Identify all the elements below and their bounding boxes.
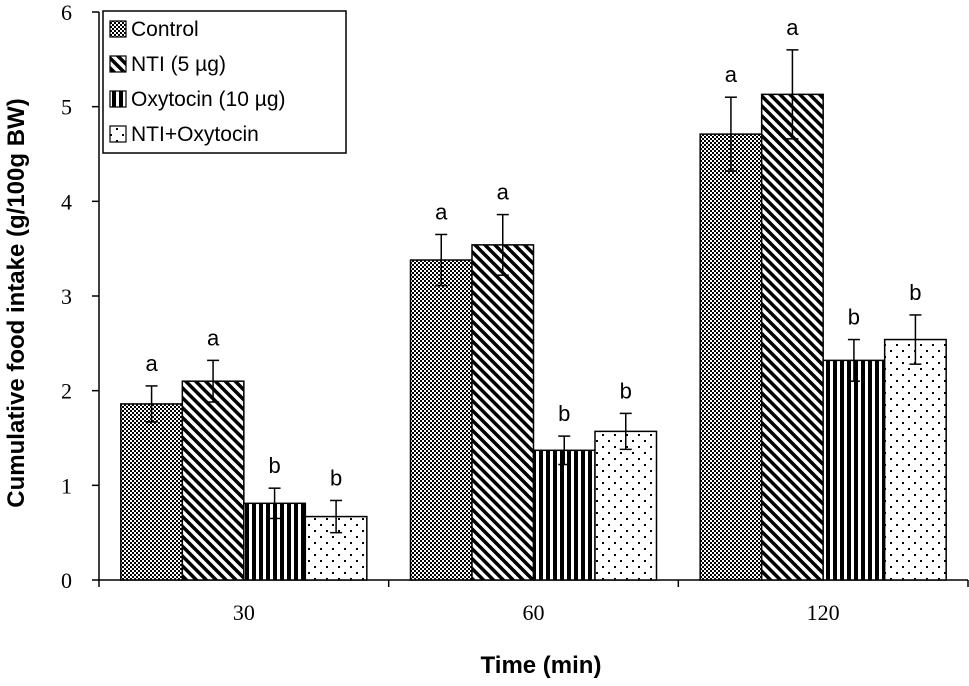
bar xyxy=(699,133,763,581)
y-tick-label: 0 xyxy=(61,568,72,593)
legend-label: Control xyxy=(131,18,199,41)
y-axis-title: Cumulative food intake (g/100g BW) xyxy=(3,98,30,507)
significance-label: a xyxy=(207,325,220,350)
significance-label: a xyxy=(145,351,158,376)
legend-swatch xyxy=(109,20,127,38)
significance-label: a xyxy=(497,180,510,205)
significance-label: b xyxy=(620,378,632,403)
y-tick-label: 1 xyxy=(61,473,72,498)
legend: Control NTI (5 µg) Oxytocin (10 µg) NTI+Oxy… xyxy=(102,10,347,154)
bar xyxy=(409,259,473,581)
bar xyxy=(532,449,596,581)
significance-label: b xyxy=(909,280,921,305)
bar xyxy=(883,338,947,581)
bars-group: a a b b a a b b a a b b xyxy=(120,15,947,581)
significance-label: a xyxy=(435,199,448,224)
y-tick-label: 6 xyxy=(61,0,72,25)
significance-label: b xyxy=(848,305,860,330)
x-tick-label: 120 xyxy=(807,600,840,625)
bar xyxy=(471,244,535,581)
y-tick-label: 2 xyxy=(61,379,72,404)
legend-label: NTI+Oxytocin xyxy=(131,123,259,146)
significance-label: b xyxy=(330,465,342,490)
legend-label: NTI (5 µg) xyxy=(131,53,226,76)
significance-label: a xyxy=(725,62,738,87)
legend-box xyxy=(102,10,347,154)
x-axis: 30 60 120 xyxy=(98,579,969,625)
y-axis: 0 1 2 3 4 5 6 xyxy=(61,0,100,593)
x-tick-label: 30 xyxy=(233,600,255,625)
x-axis-title: Time (min) xyxy=(481,652,602,679)
bar xyxy=(594,430,658,581)
bar xyxy=(822,359,886,581)
legend-swatch xyxy=(109,125,127,143)
bar xyxy=(181,380,245,581)
legend-swatch xyxy=(109,90,127,108)
bar xyxy=(120,403,184,581)
significance-label: b xyxy=(268,453,280,478)
legend-label: Oxytocin (10 µg) xyxy=(131,88,286,111)
significance-label: b xyxy=(558,401,570,426)
legend-swatch xyxy=(109,55,127,73)
y-tick-label: 4 xyxy=(61,189,72,214)
bar xyxy=(760,93,824,581)
x-tick-label: 60 xyxy=(523,600,545,625)
y-tick-label: 3 xyxy=(61,284,72,309)
y-tick-label: 5 xyxy=(61,95,72,120)
significance-label: a xyxy=(786,15,799,40)
